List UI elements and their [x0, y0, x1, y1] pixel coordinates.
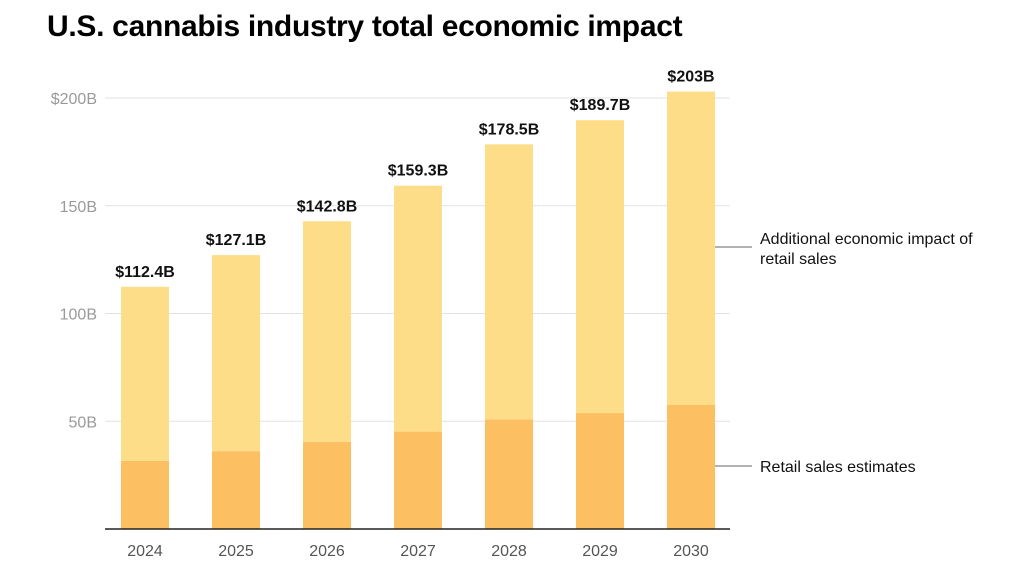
x-tick-label: 2030: [673, 543, 709, 560]
bar-segment: [394, 185, 442, 432]
y-tick-label: 150B: [60, 199, 97, 216]
bar-segment: [121, 286, 169, 461]
bar-segment: [212, 451, 260, 529]
data-label: $178.5B: [479, 121, 540, 138]
x-tick-label: 2025: [218, 543, 254, 560]
data-label: $203B: [667, 69, 714, 86]
data-label: $159.3B: [388, 163, 449, 180]
chart-title: U.S. cannabis industry total economic im…: [47, 10, 683, 43]
legend-label-additional: Additional economic impact of: [760, 231, 973, 248]
bar-segment: [303, 441, 351, 529]
bar-segment: [667, 404, 715, 529]
x-tick-label: 2026: [309, 543, 345, 560]
data-label: $142.8B: [297, 198, 358, 215]
data-label: $189.7B: [570, 97, 631, 114]
legend-label-additional: retail sales: [760, 251, 836, 268]
bar-segment: [667, 91, 715, 405]
bar-segment: [485, 419, 533, 529]
data-label: $127.1B: [206, 232, 267, 249]
y-tick-label: 100B: [60, 307, 97, 324]
x-tick-label: 2024: [127, 543, 163, 560]
y-tick-label: $200B: [51, 91, 97, 108]
bar-segment: [576, 120, 624, 414]
x-tick-label: 2029: [582, 543, 618, 560]
legend-label-retail: Retail sales estimates: [760, 459, 916, 476]
bar-segment: [303, 221, 351, 442]
x-tick-label: 2028: [491, 543, 527, 560]
x-tick-label: 2027: [400, 543, 436, 560]
data-label: $112.4B: [115, 264, 175, 281]
bar-segment: [394, 431, 442, 529]
y-tick-label: 50B: [69, 414, 97, 431]
bar-segment: [121, 460, 169, 529]
bar-segment: [485, 144, 533, 420]
bar-segment: [212, 255, 260, 452]
bar-segment: [576, 413, 624, 529]
